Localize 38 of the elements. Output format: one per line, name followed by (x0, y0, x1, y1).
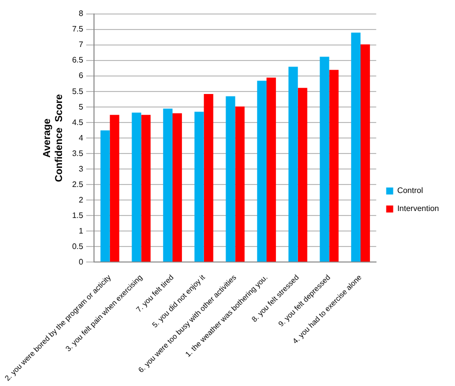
y-tick-label: 2 (78, 195, 84, 204)
y-tick-label: 0 (78, 257, 84, 266)
y-tick-label: 6.5 (72, 56, 84, 65)
bar (110, 114, 120, 262)
bar (132, 112, 142, 262)
bar (141, 114, 151, 262)
bar (320, 56, 330, 262)
y-tick-label: 3.5 (72, 148, 84, 158)
bar (100, 130, 110, 262)
y-tick-label: 7.5 (72, 24, 84, 34)
y-tick-label: 1.5 (72, 210, 84, 220)
bar (194, 112, 204, 262)
bar (172, 113, 182, 262)
y-tick-label: 8 (78, 9, 84, 18)
bar (351, 32, 361, 262)
y-tick-label: 2.5 (72, 180, 84, 189)
bar (235, 106, 245, 262)
y-tick-label: 5 (78, 102, 84, 112)
y-tick-label: 7 (78, 40, 84, 50)
y-axis-title: Average Confidence Score (42, 94, 65, 182)
y-tick-label: 1 (78, 226, 84, 236)
bar (360, 44, 370, 262)
y-tick-label: 6 (78, 71, 84, 80)
bar (288, 66, 298, 262)
bar (298, 88, 308, 262)
bar (266, 78, 276, 262)
bar (163, 108, 173, 262)
y-tick-label: 5.5 (72, 86, 84, 96)
y-tick-label: 4.5 (72, 118, 84, 127)
legend-label: Control (397, 186, 424, 196)
y-tick-label: 3 (78, 164, 84, 174)
legend-label: Intervention (397, 204, 440, 214)
y-tick-label: 0.5 (72, 242, 84, 251)
bar (226, 96, 236, 262)
bar (204, 94, 214, 262)
y-tick-label: 4 (78, 133, 84, 142)
bar (329, 70, 339, 262)
bar (257, 80, 267, 262)
